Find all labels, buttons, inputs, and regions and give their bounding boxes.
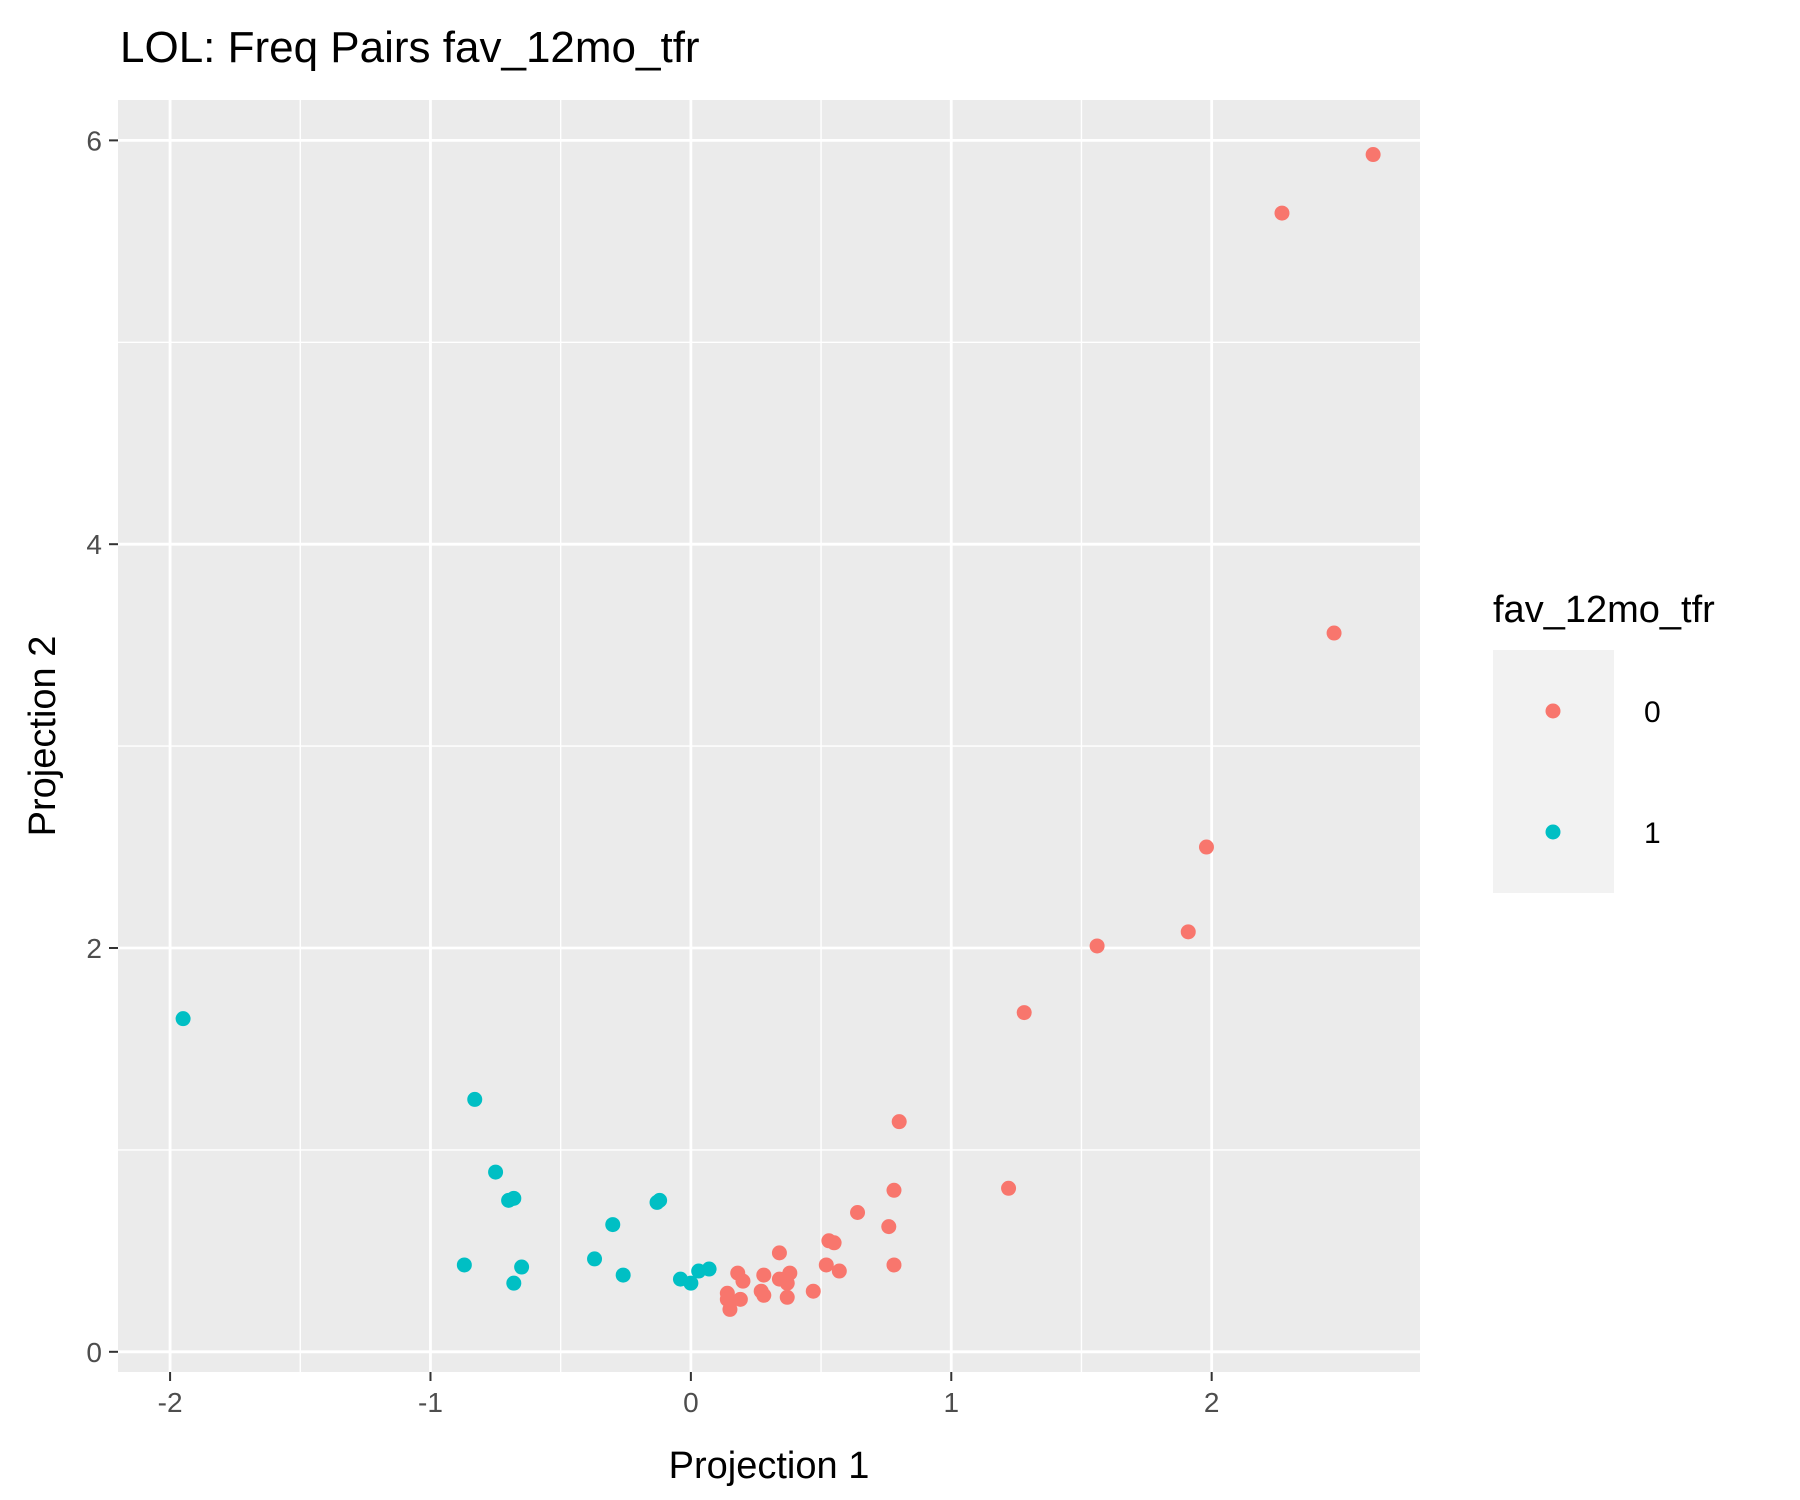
- series-0-point: [771, 1245, 787, 1261]
- major-gridlines: [118, 100, 1420, 1372]
- series-1-point: [175, 1011, 191, 1027]
- plot-panel: [118, 100, 1420, 1372]
- y-tick-label: 0: [86, 1337, 102, 1368]
- series-0-point: [805, 1283, 821, 1299]
- series-1-point: [587, 1251, 603, 1267]
- y-tick-label: 4: [86, 529, 102, 560]
- x-tick-label: -2: [158, 1387, 183, 1418]
- series-1-point: [701, 1261, 717, 1277]
- series-0-point: [722, 1301, 738, 1317]
- legend-key-background: [1493, 650, 1614, 893]
- series-1-point: [514, 1259, 530, 1275]
- chart-title: LOL: Freq Pairs fav_12mo_tfr: [120, 23, 700, 72]
- series-0-point: [821, 1233, 837, 1249]
- series-0-point: [1016, 1005, 1032, 1021]
- series-0-point: [1274, 205, 1290, 221]
- legend-label-0: 0: [1644, 696, 1661, 729]
- series-0-point: [1180, 924, 1196, 940]
- series-0-point: [850, 1204, 866, 1220]
- x-tick-label: 2: [1204, 1387, 1220, 1418]
- series-0-point: [818, 1257, 834, 1273]
- minor-gridlines: [118, 100, 1420, 1372]
- series-0-point: [1001, 1180, 1017, 1196]
- legend-key-0: [1545, 703, 1561, 719]
- x-axis-title: Projection 1: [669, 1445, 870, 1487]
- series-0-point: [735, 1273, 751, 1289]
- series-0-point: [1365, 147, 1381, 163]
- data-points: [175, 147, 1381, 1317]
- y-tick-label: 2: [86, 933, 102, 964]
- legend: fav_12mo_tfr 01: [1493, 589, 1715, 893]
- series-0-point: [881, 1219, 897, 1235]
- legend-key-1: [1545, 824, 1561, 840]
- series-0-point: [891, 1114, 907, 1130]
- series-0-point: [1198, 839, 1214, 855]
- series-1-point: [506, 1190, 522, 1206]
- legend-title: fav_12mo_tfr: [1493, 589, 1715, 631]
- y-axis-title: Projection 2: [22, 636, 64, 837]
- x-axis-ticks: -2 -1 0 1 2: [158, 1372, 1220, 1418]
- series-1-point: [456, 1257, 472, 1273]
- series-0-point: [756, 1287, 772, 1303]
- series-0-point: [771, 1271, 787, 1287]
- series-1-point: [683, 1275, 699, 1291]
- series-1-point: [605, 1217, 621, 1233]
- series-0-point: [831, 1263, 847, 1279]
- x-tick-label: 1: [943, 1387, 959, 1418]
- series-1-point: [615, 1267, 631, 1283]
- series-1-point: [467, 1091, 483, 1107]
- legend-label-1: 1: [1644, 817, 1661, 850]
- series-0-point: [756, 1267, 772, 1283]
- series-0-point: [886, 1257, 902, 1273]
- series-0-point: [886, 1182, 902, 1198]
- y-tick-label: 6: [86, 125, 102, 156]
- legend-entries: 01: [1545, 696, 1661, 850]
- series-0-point: [1326, 625, 1342, 641]
- series-1-point: [506, 1275, 522, 1291]
- x-tick-label: 0: [683, 1387, 699, 1418]
- series-0-point: [1089, 938, 1105, 954]
- series-0-point: [779, 1289, 795, 1305]
- y-axis-ticks: 0 2 4 6: [86, 125, 118, 1368]
- series-1-point: [488, 1164, 504, 1180]
- series-1-point: [652, 1192, 668, 1208]
- series-0-point: [732, 1291, 748, 1307]
- x-tick-label: -1: [418, 1387, 443, 1418]
